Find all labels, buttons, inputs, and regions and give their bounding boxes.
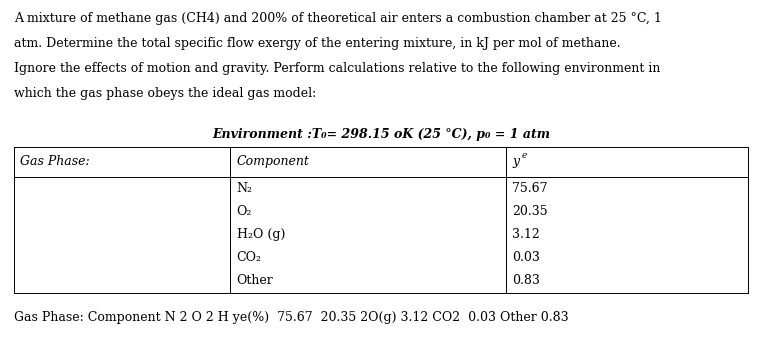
Text: y: y — [512, 155, 519, 168]
Text: which the gas phase obeys the ideal gas model:: which the gas phase obeys the ideal gas … — [14, 87, 316, 100]
Text: 20.35: 20.35 — [512, 205, 548, 218]
Text: N₂: N₂ — [236, 182, 252, 195]
Text: 0.83: 0.83 — [512, 275, 539, 287]
Text: Other: Other — [236, 275, 274, 287]
Text: CO₂: CO₂ — [236, 251, 261, 264]
Text: O₂: O₂ — [236, 205, 252, 218]
Text: Component: Component — [236, 155, 309, 168]
Text: 75.67: 75.67 — [512, 182, 547, 195]
Text: Gas Phase: Component N 2 O 2 H ye(%)  75.67  20.35 2O(g) 3.12 CO2  0.03 Other 0.: Gas Phase: Component N 2 O 2 H ye(%) 75.… — [14, 311, 568, 324]
Text: e: e — [521, 151, 527, 160]
Text: 0.03: 0.03 — [512, 251, 539, 264]
Text: A mixture of methane gas (CH4) and 200% of theoretical air enters a combustion c: A mixture of methane gas (CH4) and 200% … — [14, 12, 661, 25]
Text: 3.12: 3.12 — [512, 228, 539, 241]
Text: Environment :T₀= 298.15 oK (25 °C), p₀ = 1 atm: Environment :T₀= 298.15 oK (25 °C), p₀ =… — [212, 128, 550, 141]
Text: Ignore the effects of motion and gravity. Perform calculations relative to the f: Ignore the effects of motion and gravity… — [14, 62, 660, 75]
Text: H₂O (g): H₂O (g) — [236, 228, 285, 241]
Text: atm. Determine the total specific flow exergy of the entering mixture, in kJ per: atm. Determine the total specific flow e… — [14, 37, 620, 50]
Text: Gas Phase:: Gas Phase: — [20, 155, 90, 168]
